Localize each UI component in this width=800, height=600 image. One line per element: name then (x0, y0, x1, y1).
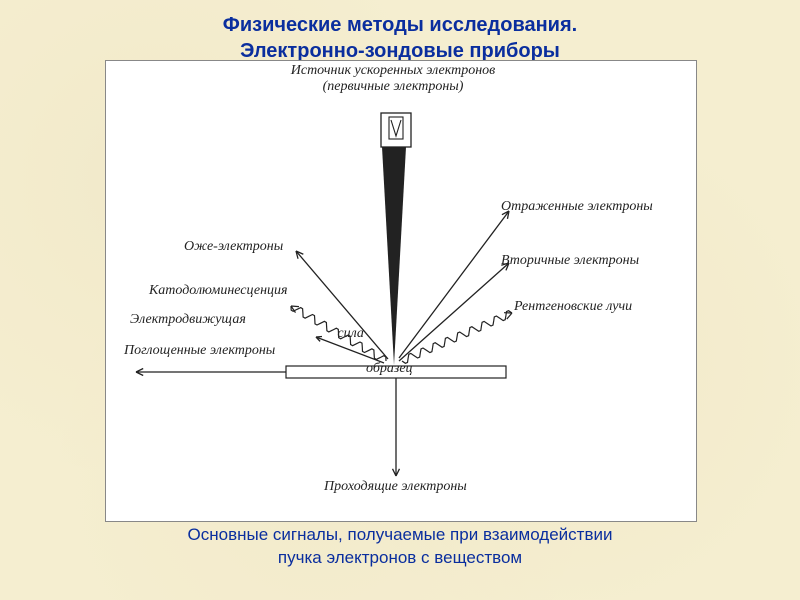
label-xray: Рентгеновские лучи (514, 299, 632, 315)
diagram: Источник ускоренных электронов (первичны… (105, 60, 697, 522)
label-secondary: Вторичные электроны (501, 253, 639, 269)
label-auger: Оже-электроны (184, 239, 283, 255)
page-title: Физические методы исследования. Электрон… (0, 12, 800, 64)
caption-line-1: Основные сигналы, получаемые при взаимод… (188, 525, 613, 544)
label-transmitted: Проходящие электроны (324, 479, 467, 495)
title-line-2: Электронно-зондовые приборы (240, 40, 560, 62)
label-source: Источник ускоренных электронов (первичны… (278, 63, 508, 95)
label-reflected: Отраженные электроны (501, 199, 653, 215)
label-emf: Электродвижущая сила (130, 312, 276, 328)
caption-line-2: пучка электронов с веществом (278, 548, 522, 567)
caption: Основные сигналы, получаемые при взаимод… (0, 524, 800, 570)
label-cathodo: Катодолюминесценция (149, 283, 288, 299)
label-absorbed: Поглощенные электроны (124, 343, 275, 359)
label-sample: образец (366, 361, 413, 377)
title-line-1: Физические методы исследования. (223, 14, 577, 36)
